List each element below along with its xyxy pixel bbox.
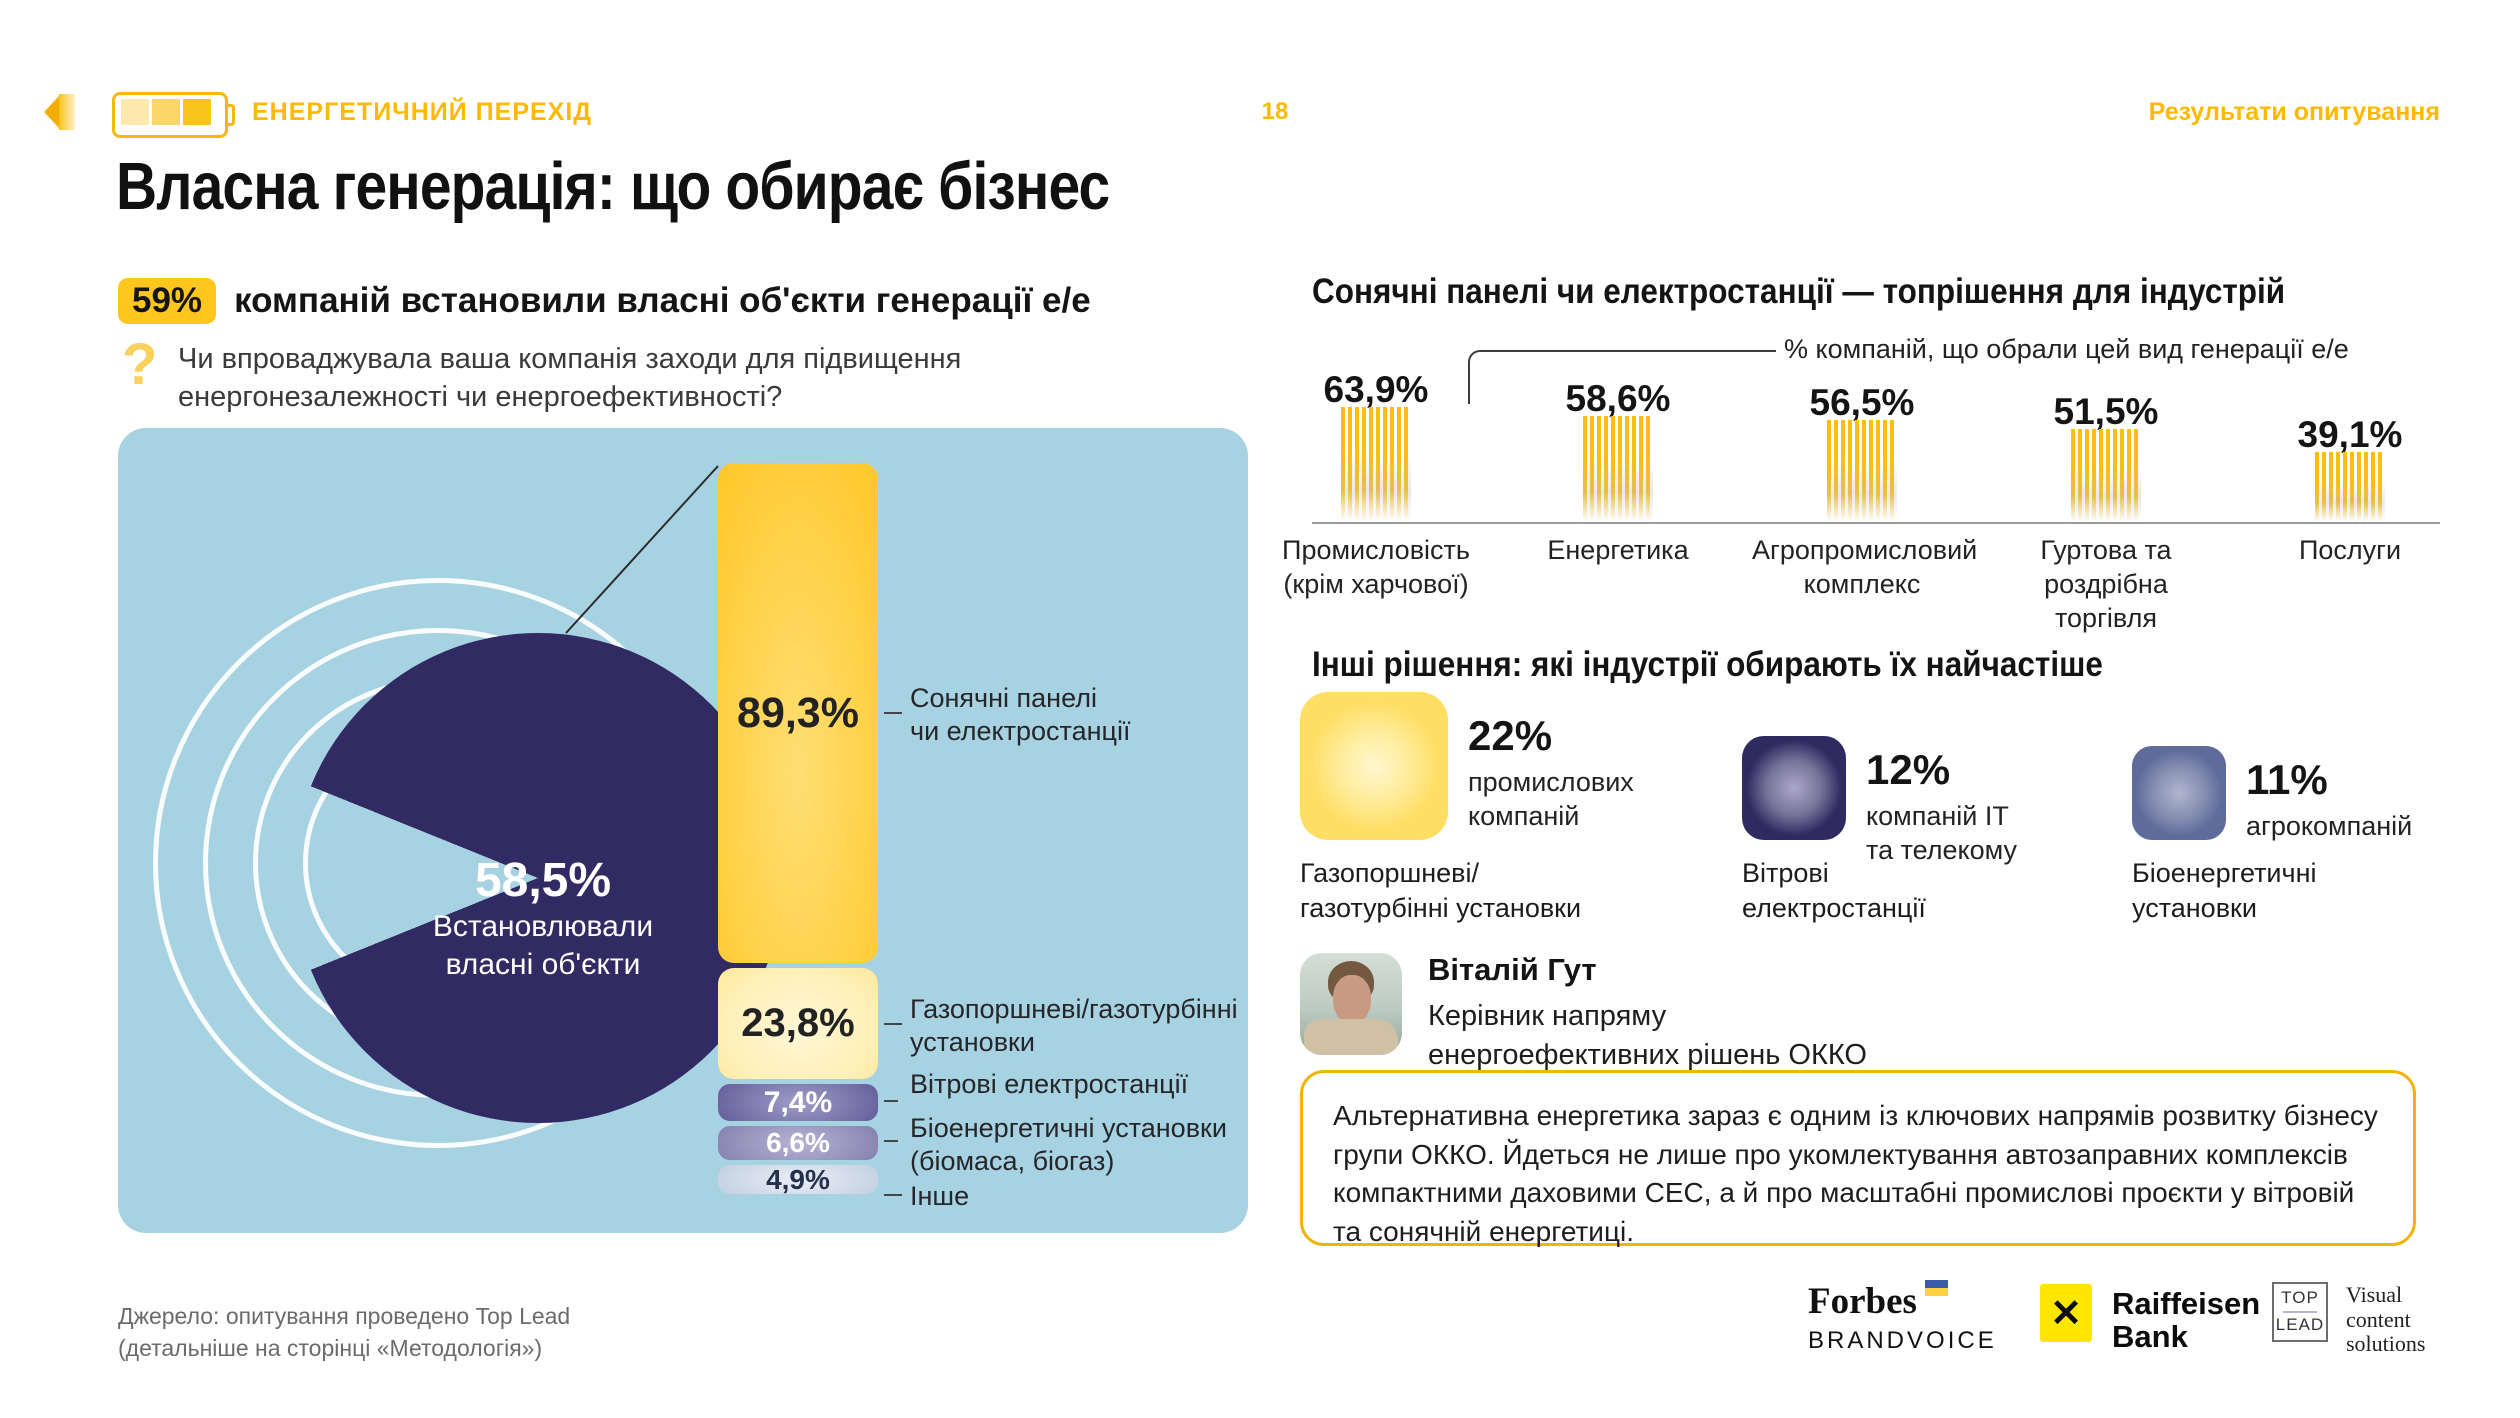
industries-bar-chart: 63,9% Промисловість (крім харчової) 58,6…: [1282, 369, 2440, 633]
label-connector: [884, 1140, 898, 1142]
chapter-title: ЕНЕРГЕТИЧНИЙ ПЕРЕХІД: [252, 98, 593, 126]
expert-role: Керівник напряму енергоефективних рішень…: [1428, 1000, 1867, 1072]
solution-label: Біоенергетичні установки: [2132, 858, 2317, 924]
other-solutions-title: Інші рішення: які індустрії обирають їх …: [1312, 645, 2103, 684]
speaker-icon: [44, 94, 78, 130]
solution-share: компаній ІТ та телекому: [1866, 801, 2018, 865]
chart-baseline: [1312, 522, 2440, 524]
solution-pct: 22%: [1468, 712, 1553, 759]
segment-label-wind: Вітрові електростанції: [910, 1069, 1189, 1099]
striped-bar: [1827, 420, 1897, 522]
forbes-brandvoice-logo: Forbes BRANDVOICE: [1808, 1280, 1997, 1354]
toplead-logo-text: Visual content solutions: [2346, 1282, 2426, 1357]
solution-square-bio: [2132, 746, 2226, 840]
industry-bar-group: 51,5% Гуртова та роздрібна торгівля: [1996, 380, 2216, 633]
industry-bar-group: 63,9% Промисловість (крім харчової): [1266, 369, 1486, 599]
solution-square-gas: [1300, 692, 1448, 840]
pie-value: 58,5%: [474, 854, 612, 907]
industry-label: Промисловість (крім харчової): [1282, 535, 1470, 599]
solution-pct: 11%: [2246, 756, 2328, 803]
solution-share: промислових компаній: [1468, 767, 1634, 831]
question-mark-icon: ?: [122, 332, 158, 397]
segment-label-other: Інше: [910, 1181, 970, 1211]
pie-to-bar-connector: [565, 465, 719, 634]
solution-pct: 12%: [1866, 746, 1951, 793]
ukraine-flag-icon: [1925, 1280, 1949, 1296]
expert-quote-box: Альтернативна енергетика зараз є одним і…: [1300, 1070, 2416, 1247]
solution-share: агрокомпаній: [2246, 811, 2413, 841]
industry-label: Агропромисловий комплекс: [1752, 535, 1978, 599]
avatar: [1300, 953, 1402, 1055]
page-number: 18: [1261, 98, 1289, 125]
label-connector: [884, 1194, 902, 1196]
pie-chart-label: 58,5% Встановлювали власні об'єкти: [368, 853, 718, 983]
toplead-logo-icon: TOP LEAD: [2272, 1282, 2328, 1342]
battery-cell: [152, 99, 180, 125]
battery-cell: [121, 99, 149, 125]
industry-label: Гуртова та роздрібна торгівля: [2040, 535, 2172, 633]
industries-chart-note: % компаній, що обрали цей вид генерації …: [1784, 334, 2349, 364]
expert-name: Віталій Гут: [1428, 952, 1597, 987]
avatar-face: [1333, 975, 1371, 1023]
avatar-jacket: [1304, 1019, 1398, 1055]
industry-bar-group: 39,1% Послуги: [2240, 380, 2460, 590]
label-connector: [884, 1023, 902, 1025]
bar-segment-solar: 89,3%: [718, 463, 878, 963]
section-label: Результати опитування: [2148, 98, 2440, 126]
segment-label-solar: Сонячні панелі чи електростанції: [910, 683, 1131, 746]
page-title: Власна генерація: що обирає бізнес: [116, 149, 1110, 224]
striped-bar: [1341, 407, 1411, 522]
solution-label: Газопоршневі/ газотурбінні установки: [1300, 858, 1582, 924]
raiffeisen-logo-icon: ✕: [2040, 1284, 2092, 1342]
toplead-divider: [2283, 1311, 2317, 1313]
source-note: Джерело: опитування проведено Top Lead (…: [118, 1303, 571, 1362]
solution-square-wind: [1742, 736, 1846, 840]
key-stat-badge: 59%: [118, 278, 217, 324]
label-connector: [884, 712, 902, 714]
industry-label: Енергетика: [1547, 535, 1689, 565]
bar-segment-wind: 7,4%: [718, 1084, 878, 1121]
bar-segment-other: 4,9%: [718, 1164, 878, 1195]
bar-segment-bio: 6,6%: [718, 1126, 878, 1160]
striped-bar: [2071, 429, 2141, 522]
pie-chart: [293, 633, 783, 1123]
segment-label-gas: Газопоршневі/газотурбінні установки: [910, 994, 1238, 1057]
label-connector: [884, 1100, 898, 1102]
solution-label: Вітрові електростанції: [1742, 858, 1926, 924]
industry-bar-group: 58,6% Енергетика: [1508, 378, 1728, 590]
note-connector: [1468, 350, 1776, 404]
expert-quote-text: Альтернативна енергетика зараз є одним і…: [1333, 1100, 2378, 1247]
striped-bar: [2315, 452, 2385, 522]
industry-label: Послуги: [2298, 535, 2402, 565]
battery-progress-icon: [112, 92, 235, 138]
bar-segment-gas: 23,8%: [718, 968, 878, 1079]
industries-chart-title: Сонячні панелі чи електростанції — топрі…: [1312, 272, 2286, 311]
survey-question: Чи впроваджувала ваша компанія заходи дл…: [178, 343, 962, 414]
segment-label-bio: Біоенергетичні установки (біомаса, біога…: [910, 1113, 1227, 1176]
raiffeisen-logo-text: Raiffeisen Bank: [2112, 1286, 2261, 1354]
key-stat: 59% компаній встановили власні об'єкти г…: [118, 278, 1091, 324]
battery-cell: [183, 99, 211, 125]
generation-chart-panel: 58,5% Встановлювали власні об'єкти 89,3%…: [118, 428, 1248, 1233]
industry-bar-group: 56,5% Агропромисловий комплекс: [1752, 380, 1977, 599]
key-stat-text: компаній встановили власні об'єкти генер…: [234, 281, 1091, 320]
striped-bar: [1583, 416, 1653, 522]
